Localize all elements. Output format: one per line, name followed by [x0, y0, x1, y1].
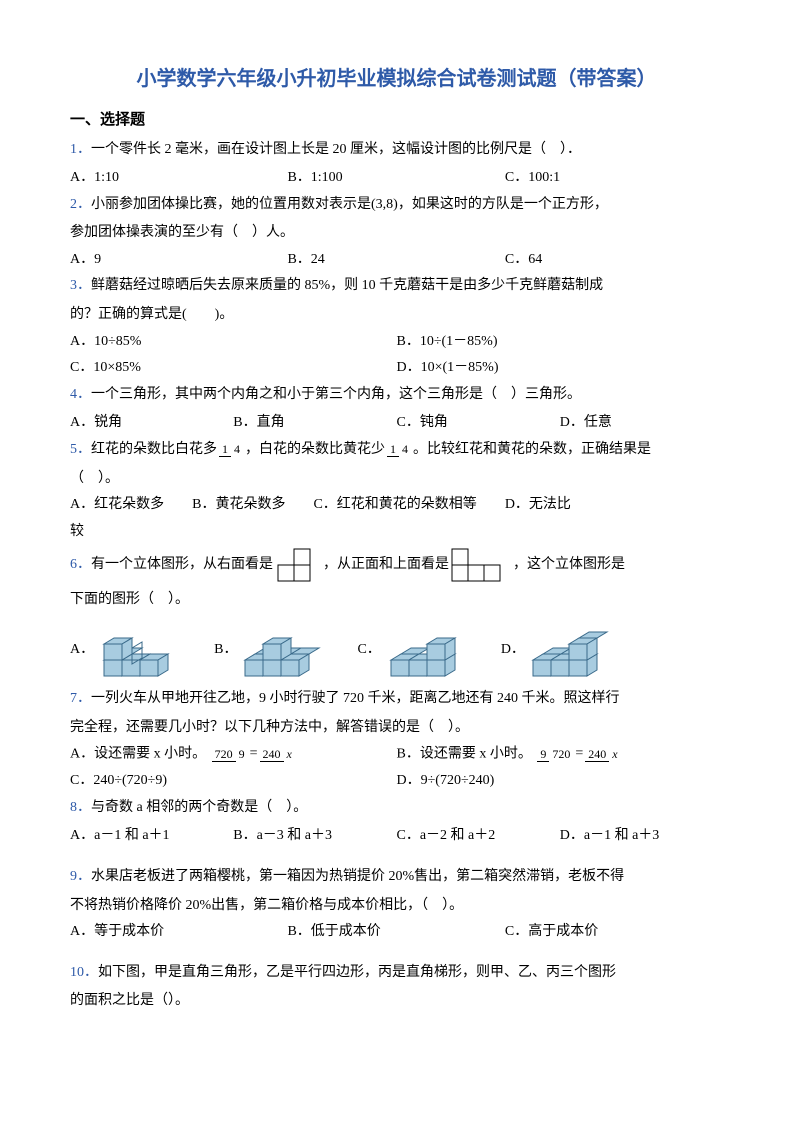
- q9-opt-a: A．等于成本价: [70, 919, 287, 946]
- q6-opt-d: D．: [501, 620, 615, 680]
- q5-opt-a: A．红花朵数多: [70, 492, 164, 519]
- q8-opt-d: D．a－1 和 a＋3: [560, 823, 723, 850]
- q7-options-cd: C．240÷(720÷9) D．9÷(720÷240): [70, 768, 723, 795]
- question-4: 4．一个三角形，其中两个内角之和小于第三个内角，这个三角形是（ ）三角形。: [70, 382, 723, 409]
- page-title: 小学数学六年级小升初毕业模拟综合试卷测试题（带答案）: [70, 60, 723, 98]
- q4-opt-c: C．钝角: [397, 410, 560, 437]
- q7-opt-c: C．240÷(720÷9): [70, 768, 397, 795]
- q7-options-ab: A．设还需要 x 小时。 7209 = 240x B．设还需要 x 小时。 97…: [70, 741, 723, 768]
- q9-num: 9．: [70, 869, 91, 884]
- q2-opt-a: A．9: [70, 247, 287, 274]
- q3-opt-c: C．10×85%: [70, 355, 397, 382]
- q7-opt-b: B．设还需要 x 小时。 9720 = 240x: [397, 741, 724, 768]
- q5-text1: 红花的朵数比白花多: [91, 442, 217, 457]
- question-7: 7．一列火车从甲地开往乙地，9 小时行驶了 720 千米，距离乙地还有 240 …: [70, 686, 723, 713]
- q2-num: 2．: [70, 197, 91, 212]
- question-9: 9．水果店老板进了两箱樱桃，第一箱因为热销提价 20%售出，第二箱突然滞销，老板…: [70, 864, 723, 891]
- q6-opt-a: A．: [70, 620, 184, 680]
- q8-opt-c: C．a－2 和 a＋2: [397, 823, 560, 850]
- q1-options: A．1:10 B．1:100 C．100:1: [70, 165, 723, 192]
- q4-options: A．锐角 B．直角 C．钝角 D．任意: [70, 410, 723, 437]
- q3-text1: 鲜蘑菇经过晾晒后失去原来质量的 85%，则 10 千克蘑菇干是由多少千克鲜蘑菇制…: [91, 278, 603, 293]
- q3-options-ab: A．10÷85% B．10÷(1－85%): [70, 329, 723, 356]
- q3-options-cd: C．10×85% D．10×(1－85%): [70, 355, 723, 382]
- q4-text: 一个三角形，其中两个内角之和小于第三个内角，这个三角形是（ ）三角形。: [91, 387, 581, 402]
- q5-text3: 。比较红花和黄花的朵数，正确结果是: [413, 442, 651, 457]
- cube-figure-a-icon: [94, 620, 184, 680]
- section-header: 一、选择题: [70, 106, 723, 135]
- q1-opt-c: C．100:1: [505, 165, 722, 192]
- q2-options: A．9 B．24 C．64: [70, 247, 723, 274]
- q4-num: 4．: [70, 387, 91, 402]
- question-6: 6．有一个立体图形，从右面看是 ，从正面和上面看是 ，这个立体图形是: [70, 545, 723, 585]
- q3-num: 3．: [70, 278, 91, 293]
- cube-figure-d-icon: [525, 620, 615, 680]
- q7-opt-d: D．9÷(720÷240): [397, 768, 724, 795]
- q7-text2: 完全程，还需要几小时？以下几种方法中，解答错误的是（ ）。: [70, 715, 723, 742]
- question-8: 8．与奇数 a 相邻的两个奇数是（ ）。: [70, 795, 723, 822]
- q8-options: A．a－1 和 a＋1 B．a－3 和 a＋3 C．a－2 和 a＋2 D．a－…: [70, 823, 723, 850]
- question-2: 2．小丽参加团体操比赛，她的位置用数对表示是(3,8)，如果这时的方队是一个正方…: [70, 192, 723, 219]
- q4-opt-b: B．直角: [233, 410, 396, 437]
- q4-opt-a: A．锐角: [70, 410, 233, 437]
- q5-opt-b: B．黄花朵数多: [192, 492, 285, 519]
- q1-opt-a: A．1:10: [70, 165, 287, 192]
- cube-figure-c-icon: [381, 620, 471, 680]
- q6-opt-c: C．: [357, 620, 470, 680]
- cube-figure-b-icon: [237, 620, 327, 680]
- q8-opt-a: A．a－1 和 a＋1: [70, 823, 233, 850]
- question-5: 5．红花的朵数比白花多14，白花的朵数比黄花少14。比较红花和黄花的朵数，正确结…: [70, 437, 723, 464]
- q6-text1: 有一个立体图形，从右面看是: [91, 552, 273, 579]
- q2-opt-c: C．64: [505, 247, 722, 274]
- q1-opt-b: B．1:100: [287, 165, 504, 192]
- q6-opt-b: B．: [214, 620, 327, 680]
- q5-frac1: 14: [219, 443, 243, 456]
- q5-num: 5．: [70, 442, 91, 457]
- q7-opt-a: A．设还需要 x 小时。 7209 = 240x: [70, 741, 397, 768]
- q5-opt-d: D．无法比: [505, 492, 571, 519]
- q8-text: 与奇数 a 相邻的两个奇数是（ ）。: [91, 800, 307, 815]
- q8-opt-b: B．a－3 和 a＋3: [233, 823, 396, 850]
- question-1: 1．一个零件长 2 毫米，画在设计图上长是 20 厘米，这幅设计图的比例尺是（ …: [70, 137, 723, 164]
- q9-text1: 水果店老板进了两箱樱桃，第一箱因为热销提价 20%售出，第二箱突然滞销，老板不得: [91, 869, 624, 884]
- q6-front-top-view-icon: [449, 545, 513, 585]
- q3-opt-b: B．10÷(1－85%): [397, 329, 724, 356]
- q3-opt-d: D．10×(1－85%): [397, 355, 724, 382]
- q9-opt-c: C．高于成本价: [505, 919, 722, 946]
- q5-text4: （ ）。: [70, 466, 723, 493]
- q6-text2: ，从正面和上面看是: [323, 552, 449, 579]
- q10-num: 10．: [70, 965, 98, 980]
- q2-text2: ，如果这时的方队是一个正方形，: [398, 197, 608, 212]
- q10-text2: 的面积之比是（）。: [70, 988, 723, 1015]
- q9-text2: 不将热销价格降价 20%出售，第二箱价格与成本价相比，（ ）。: [70, 893, 723, 920]
- q2-opt-b: B．24: [287, 247, 504, 274]
- question-10: 10．如下图，甲是直角三角形，乙是平行四边形，丙是直角梯形，则甲、乙、丙三个图形: [70, 960, 723, 987]
- question-3: 3．鲜蘑菇经过晾晒后失去原来质量的 85%，则 10 千克蘑菇干是由多少千克鲜蘑…: [70, 273, 723, 300]
- q5-text2: ，白花的朵数比黄花少: [245, 442, 385, 457]
- q2-text3: 参加团体操表演的至少有（ ）人。: [70, 220, 723, 247]
- q8-num: 8．: [70, 800, 91, 815]
- q2-coord: (3,8): [371, 197, 398, 212]
- q1-num: 1．: [70, 142, 91, 157]
- q5-opt-d2: 较: [70, 519, 723, 546]
- q4-opt-d: D．任意: [560, 410, 723, 437]
- q5-options: A．红花朵数多 B．黄花朵数多 C．红花和黄花的朵数相等 D．无法比: [70, 492, 723, 519]
- q7-num: 7．: [70, 691, 91, 706]
- q5-opt-c: C．红花和黄花的朵数相等: [313, 492, 476, 519]
- q6-num: 6．: [70, 552, 91, 579]
- q6-options: A． B． C．: [70, 620, 723, 680]
- q6-right-view-icon: [273, 545, 323, 585]
- q1-text: 一个零件长 2 毫米，画在设计图上长是 20 厘米，这幅设计图的比例尺是（ ）．: [91, 142, 581, 157]
- q3-opt-a: A．10÷85%: [70, 329, 397, 356]
- q9-opt-b: B．低于成本价: [287, 919, 504, 946]
- q2-text1: 小丽参加团体操比赛，她的位置用数对表示是: [91, 197, 371, 212]
- q7-text1: 一列火车从甲地开往乙地，9 小时行驶了 720 千米，距离乙地还有 240 千米…: [91, 691, 620, 706]
- q10-text1: 如下图，甲是直角三角形，乙是平行四边形，丙是直角梯形，则甲、乙、丙三个图形: [98, 965, 616, 980]
- q9-options: A．等于成本价 B．低于成本价 C．高于成本价: [70, 919, 723, 946]
- q6-text3: ，这个立体图形是: [513, 552, 625, 579]
- q6-text4: 下面的图形（ ）。: [70, 587, 723, 614]
- q3-text2: 的？正确的算式是( )。: [70, 302, 723, 329]
- q5-frac2: 14: [387, 443, 411, 456]
